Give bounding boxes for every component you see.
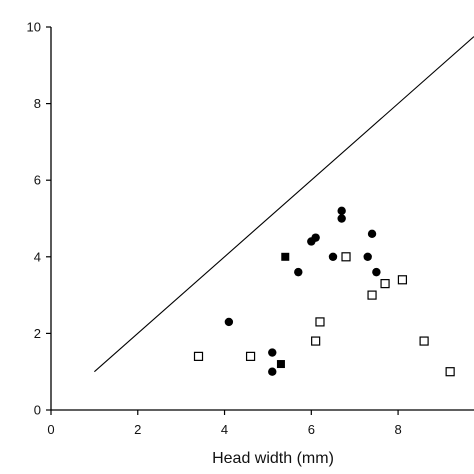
data-point-filled-circle xyxy=(311,233,320,242)
data-point-filled-circle xyxy=(268,367,277,376)
x-tick-label: 8 xyxy=(394,422,401,437)
data-point-filled-circle xyxy=(337,214,346,223)
data-point-filled-circle xyxy=(224,317,234,327)
data-point-open-square xyxy=(367,290,377,300)
x-axis-title: Head width (mm) xyxy=(212,450,334,467)
reference-line-layer xyxy=(94,36,474,373)
data-point-filled-circle xyxy=(337,206,346,216)
data-point-open-square xyxy=(193,351,204,361)
x-tick-label: 6 xyxy=(308,422,315,437)
y-tick-label: 8 xyxy=(34,96,41,111)
data-points xyxy=(193,206,455,377)
x-tick-label: 2 xyxy=(134,422,141,437)
data-point-open-square xyxy=(315,317,325,327)
data-point-filled-circle xyxy=(328,252,338,261)
x-tick-label: 4 xyxy=(221,422,228,437)
data-point-filled-circle xyxy=(372,267,381,277)
data-point-filled-circle xyxy=(363,252,372,261)
data-point-open-square xyxy=(445,367,455,377)
data-point-open-square xyxy=(341,252,351,262)
plot-area: 0 2 4 6 8 10 0 2 4 6 8 xyxy=(27,20,474,437)
data-point-filled-square xyxy=(276,360,285,369)
data-point-open-square xyxy=(380,279,390,289)
data-point-filled-circle xyxy=(268,348,277,357)
x-ticks: 0 2 4 6 8 xyxy=(47,410,402,437)
data-point-filled-square xyxy=(281,252,290,261)
data-point-open-square xyxy=(311,336,321,346)
data-point-open-square xyxy=(245,351,256,361)
data-point-filled-circle xyxy=(367,229,377,239)
data-point-open-square xyxy=(397,275,408,285)
y-tick-label: 0 xyxy=(34,403,41,418)
y-ticks: 0 2 4 6 8 10 xyxy=(27,20,51,418)
y-tick-label: 2 xyxy=(34,326,41,341)
reference-line xyxy=(94,36,474,373)
x-tick-label: 0 xyxy=(47,422,54,437)
y-tick-label: 6 xyxy=(34,173,41,188)
y-tick-label: 10 xyxy=(27,20,41,35)
data-point-open-square xyxy=(419,336,429,346)
y-tick-label: 4 xyxy=(34,249,41,264)
data-point-filled-circle xyxy=(294,267,303,277)
